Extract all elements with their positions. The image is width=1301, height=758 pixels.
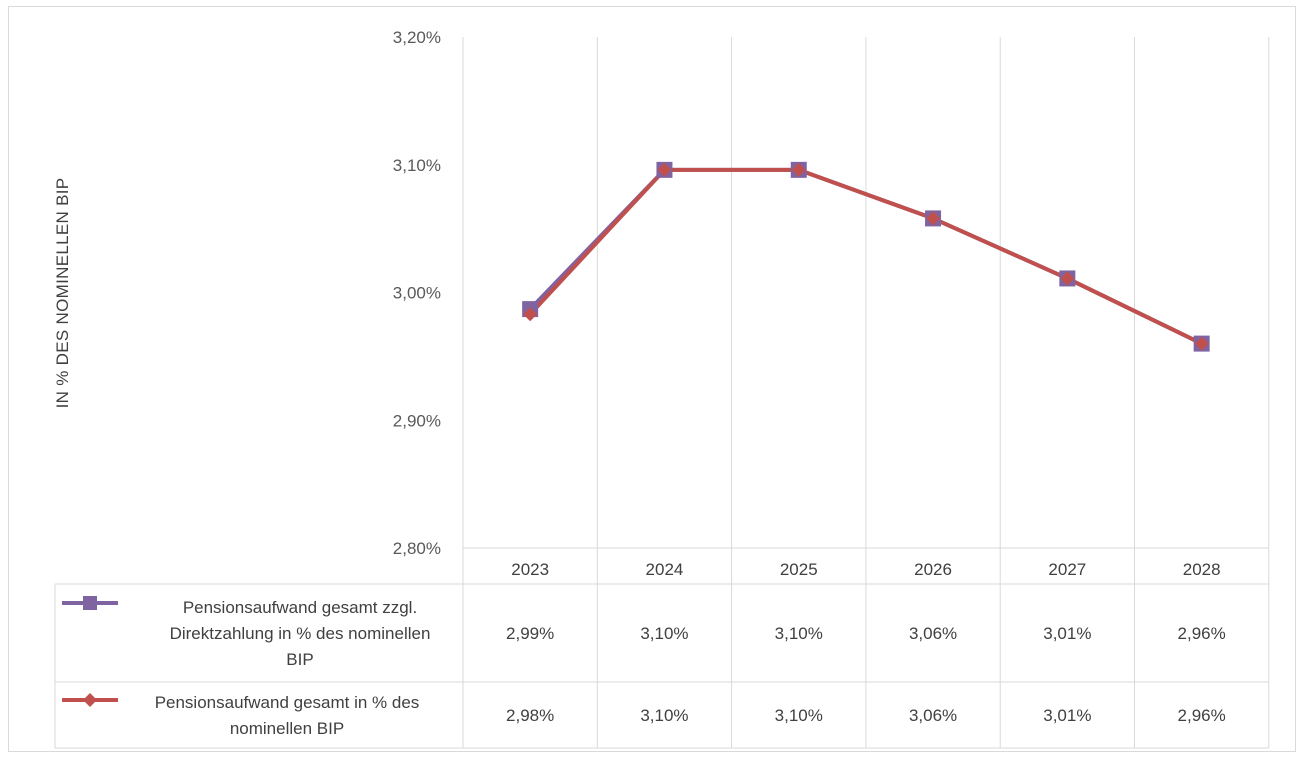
data-point-diamond [1060, 271, 1075, 286]
x-tick-label: 2028 [1183, 560, 1221, 579]
legend-series-name: Pensionsaufwand gesamt in % des [155, 693, 420, 712]
y-axis-label: IN % DES NOMINELLEN BIP [53, 178, 72, 409]
data-table: 2023 2024 2025 2026 2027 2028 Pensionsaufwand … [54, 547, 1269, 749]
legend-series-name: Pensionsaufwand gesamt zzgl. [183, 598, 417, 617]
data-table-cell: 3,10% [775, 706, 823, 725]
legend-key-diamond-marker [83, 693, 97, 707]
data-table-cell: 2,99% [506, 624, 554, 643]
x-tick-label: 2023 [511, 560, 549, 579]
legend-series-name: Direktzahlung in % des nominellen [170, 624, 431, 643]
x-tick-label: 2024 [646, 560, 684, 579]
data-point-diamond [523, 307, 538, 322]
data-point-diamond [791, 162, 806, 177]
y-tick-label: 3,00% [393, 284, 441, 303]
legend-series-name: nominellen BIP [230, 719, 344, 738]
grid [462, 37, 1270, 748]
data-table-cell: 3,10% [775, 624, 823, 643]
data-point-diamond [657, 162, 672, 177]
data-table-cell: 2,96% [1178, 624, 1226, 643]
data-table-cell: 2,96% [1178, 706, 1226, 725]
legend-key-square-marker [83, 596, 97, 610]
series-layer [522, 161, 1210, 352]
data-table-cell: 2,98% [506, 706, 554, 725]
data-table-cell: 3,06% [909, 624, 957, 643]
data-table-cell: 3,06% [909, 706, 957, 725]
x-tick-label: 2026 [914, 560, 952, 579]
y-tick-label: 2,90% [393, 411, 441, 430]
y-tick-label: 3,20% [393, 28, 441, 47]
legend-series-name: BIP [286, 650, 313, 669]
data-point-diamond [926, 211, 941, 226]
data-table-cell: 3,01% [1043, 706, 1091, 725]
y-axis: 2,80% 2,90% 3,00% 3,10% 3,20% [393, 28, 441, 558]
series-line [528, 167, 1203, 346]
data-point-diamond [1194, 336, 1209, 351]
x-tick-label: 2025 [780, 560, 818, 579]
y-tick-label: 2,80% [393, 539, 441, 558]
data-table-cell: 3,10% [640, 706, 688, 725]
y-tick-label: 3,10% [393, 156, 441, 175]
data-table-cell: 3,01% [1043, 624, 1091, 643]
x-tick-label: 2027 [1048, 560, 1086, 579]
data-table-cell: 3,10% [640, 624, 688, 643]
chart-frame [8, 6, 1296, 752]
